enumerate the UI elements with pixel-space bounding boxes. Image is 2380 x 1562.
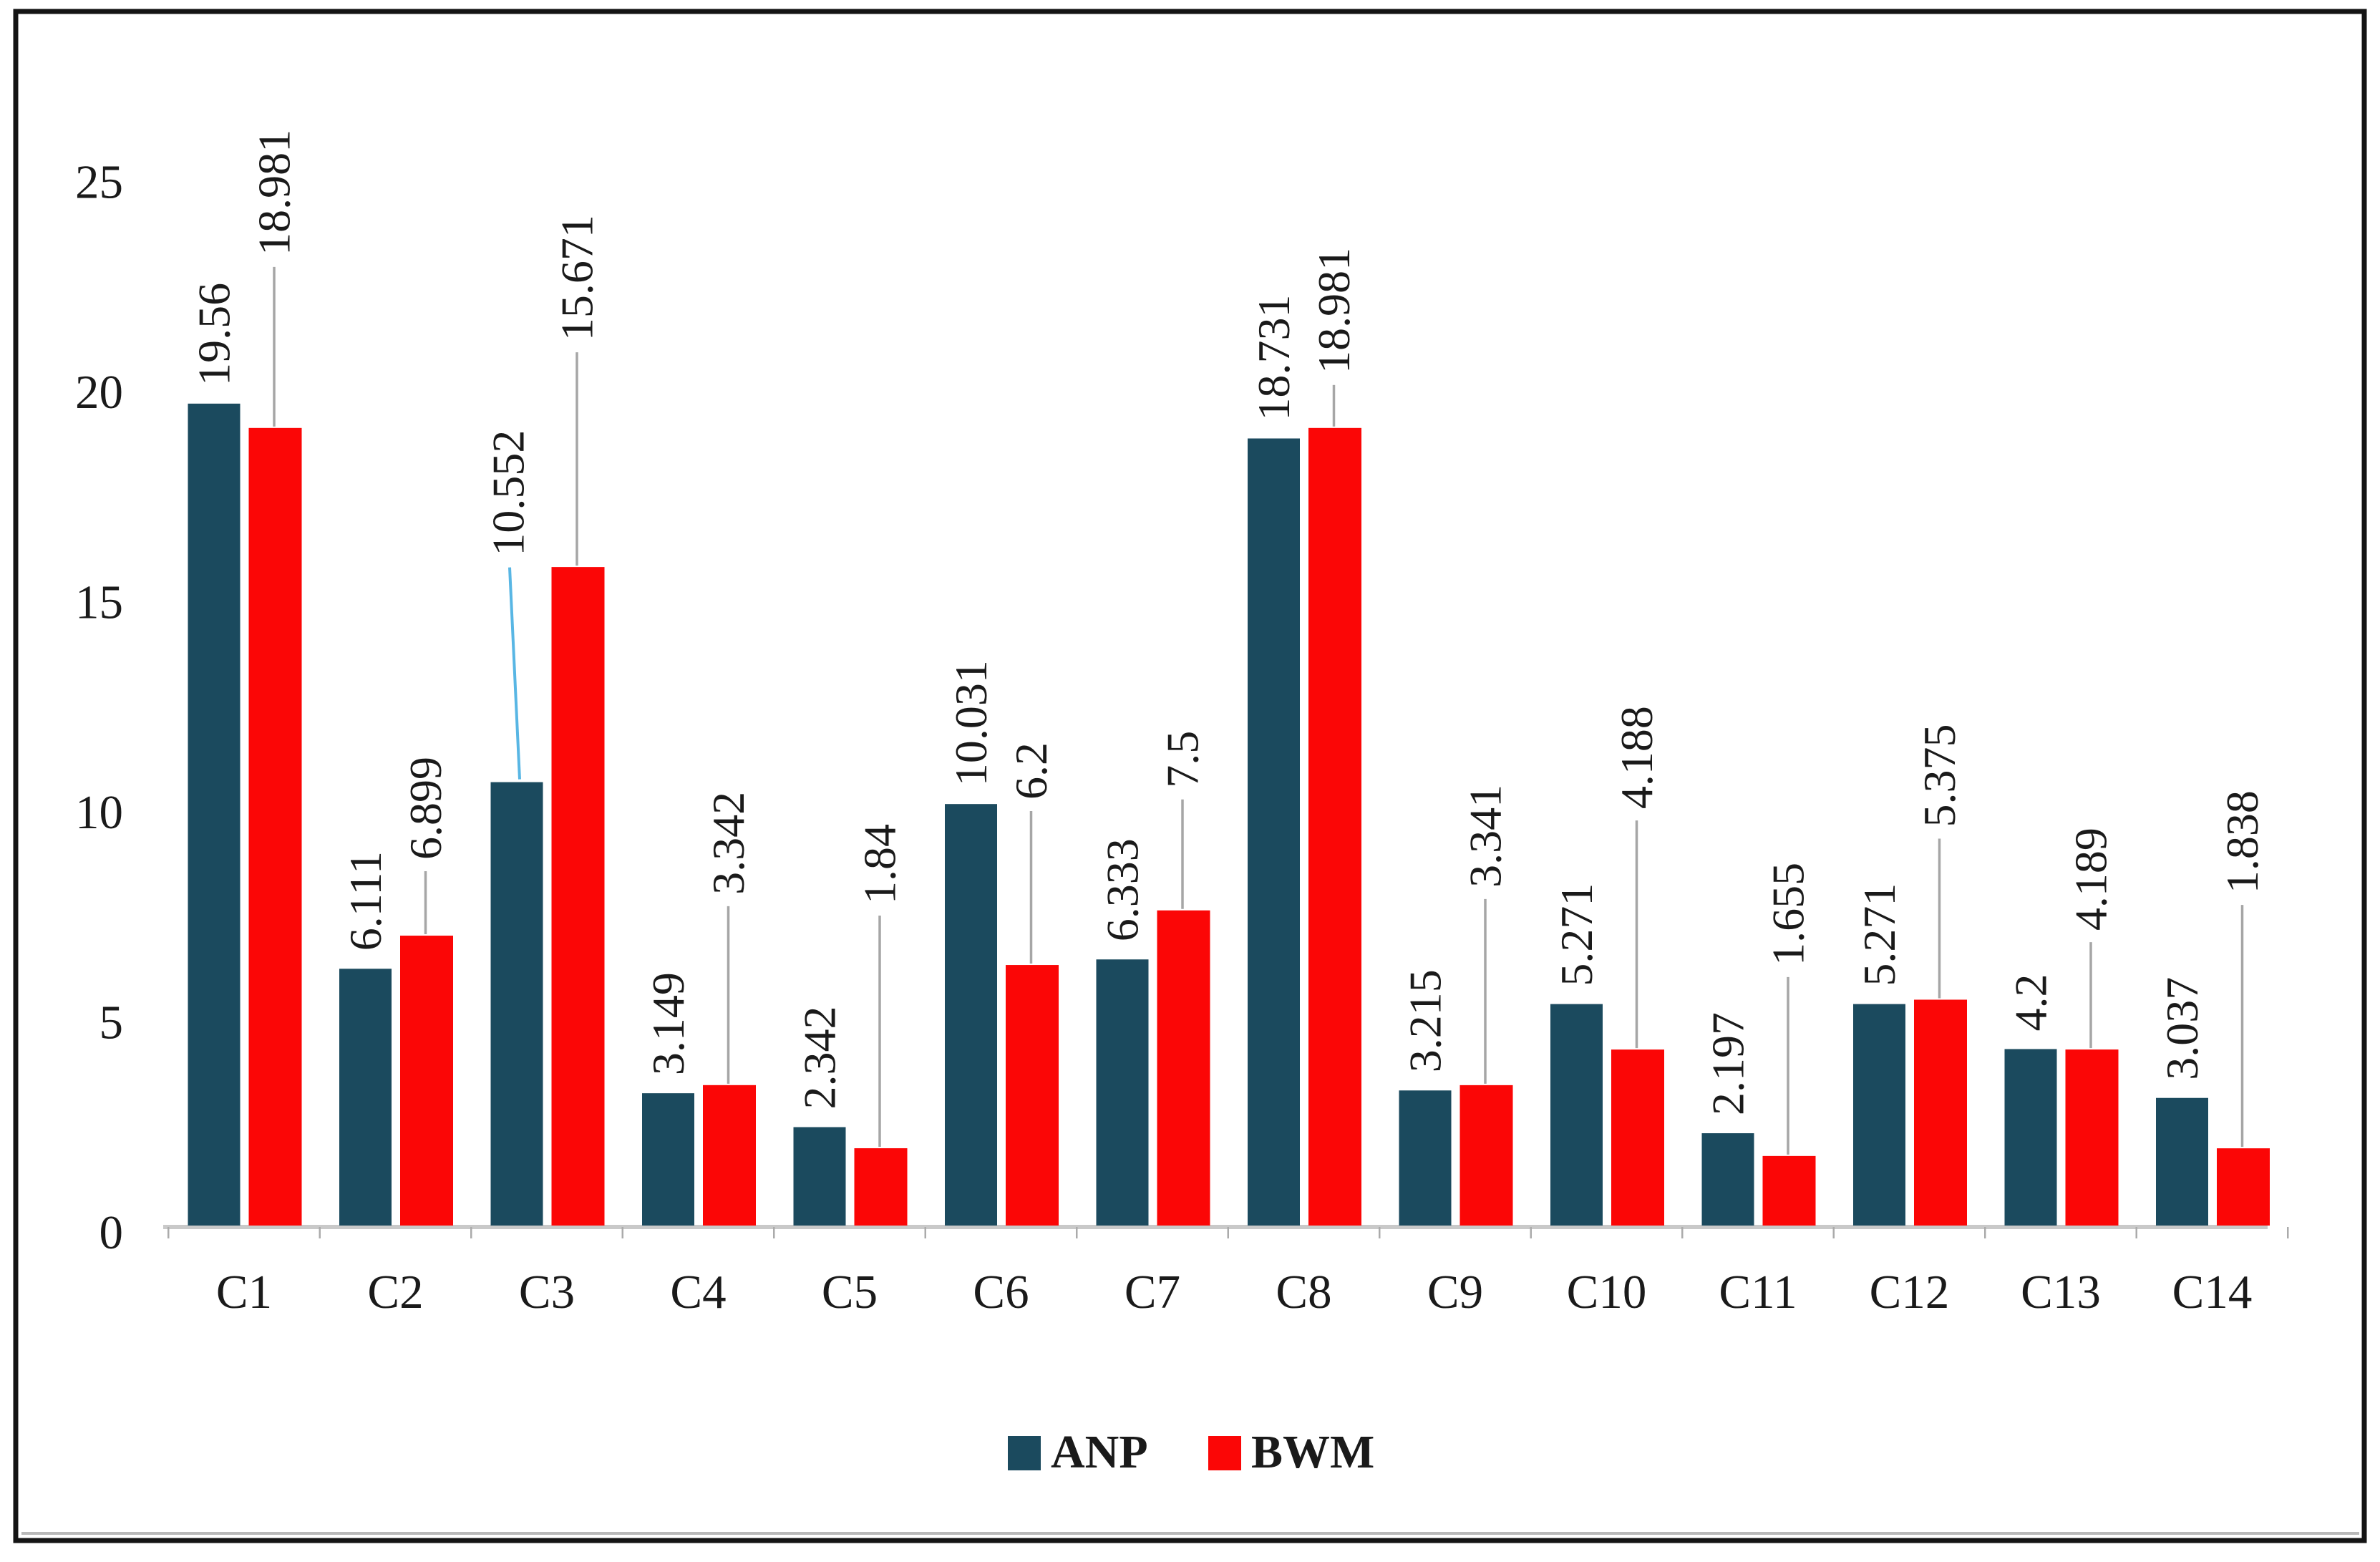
data-label-ANP-C4: 3.149 [643, 972, 694, 1075]
data-label-BWM-C13: 4.189 [2066, 828, 2117, 931]
legend-marker-ANP [1008, 1436, 1041, 1470]
x-category-label-C12: C12 [1870, 1266, 1950, 1319]
data-label-BWM-C5: 1.84 [855, 824, 905, 904]
bar-ANP-C2 [339, 969, 392, 1226]
x-category-label-C4: C4 [670, 1266, 726, 1319]
bar-ANP-C14 [2156, 1097, 2208, 1226]
data-label-BWM-C8: 18.981 [1308, 248, 1359, 374]
data-label-ANP-C6: 10.031 [946, 660, 996, 786]
data-label-BWM-C2: 6.899 [400, 757, 451, 860]
data-label-BWM-C4: 3.342 [703, 792, 754, 895]
x-category-label-C8: C8 [1276, 1266, 1331, 1319]
data-label-BWM-C10: 4.188 [1611, 706, 1662, 809]
bar-ANP-C6 [945, 804, 997, 1226]
data-label-ANP-C5: 2.342 [795, 1006, 845, 1110]
y-tick-label-10: 10 [75, 786, 123, 839]
data-label-ANP-C11: 2.197 [1703, 1012, 1754, 1115]
x-category-label-C2: C2 [367, 1266, 423, 1319]
y-tick-label-20: 20 [75, 366, 123, 419]
bar-BWM-C1 [248, 427, 302, 1226]
x-category-label-C3: C3 [519, 1266, 575, 1319]
figure-border [13, 9, 2367, 1543]
data-label-ANP-C13: 4.2 [2006, 974, 2056, 1031]
bar-ANP-C7 [1096, 959, 1149, 1226]
bar-BWM-C12 [1914, 999, 1967, 1226]
x-category-label-C9: C9 [1427, 1266, 1483, 1319]
legend-label-BWM: BWM [1251, 1426, 1374, 1478]
bar-ANP-C1 [188, 403, 241, 1226]
bar-BWM-C3 [551, 567, 605, 1226]
bar-BWM-C4 [703, 1085, 756, 1226]
data-label-BWM-C7: 7.5 [1157, 731, 1208, 788]
data-label-ANP-C14: 3.037 [2157, 977, 2207, 1080]
data-label-ANP-C9: 3.215 [1400, 969, 1451, 1072]
data-label-BWM-C12: 5.375 [1914, 724, 1965, 827]
bar-BWM-C6 [1006, 965, 1059, 1226]
legend-label-ANP: ANP [1051, 1426, 1148, 1478]
data-label-ANP-C8: 18.731 [1248, 294, 1299, 420]
x-category-label-C13: C13 [2021, 1266, 2101, 1319]
data-label-ANP-C2: 6.111 [340, 851, 391, 951]
data-label-BWM-C6: 6.2 [1006, 742, 1057, 800]
bar-ANP-C9 [1399, 1090, 1452, 1226]
y-tick-label-5: 5 [99, 996, 124, 1049]
data-label-ANP-C10: 5.271 [1551, 883, 1602, 986]
y-tick-label-0: 0 [99, 1206, 124, 1259]
bar-BWM-C11 [1762, 1155, 1816, 1226]
x-category-label-C7: C7 [1125, 1266, 1180, 1319]
x-category-label-C14: C14 [2172, 1266, 2253, 1319]
bar-ANP-C12 [1853, 1004, 1905, 1226]
data-label-BWM-C11: 1.655 [1763, 863, 1814, 966]
data-label-BWM-C14: 1.838 [2217, 790, 2268, 893]
bar-ANP-C10 [1550, 1004, 1603, 1226]
bar-ANP-C3 [490, 782, 543, 1226]
bar-ANP-C13 [2004, 1049, 2057, 1226]
bar-BWM-C13 [2065, 1049, 2119, 1226]
data-label-ANP-C3: 10.552 [483, 430, 534, 556]
bar-BWM-C2 [400, 936, 453, 1226]
y-tick-label-25: 25 [75, 156, 123, 209]
data-label-ANP-C1: 19.56 [189, 283, 240, 386]
data-label-BWM-C1: 18.981 [249, 130, 300, 256]
bar-ANP-C11 [1701, 1133, 1754, 1226]
legend-marker-BWM [1208, 1436, 1241, 1470]
x-category-label-C6: C6 [973, 1266, 1029, 1319]
bar-BWM-C9 [1459, 1085, 1513, 1226]
y-tick-label-15: 15 [75, 576, 123, 629]
data-label-BWM-C9: 3.341 [1460, 785, 1511, 888]
data-label-ANP-C7: 6.333 [1097, 838, 1148, 941]
data-label-BWM-C3: 15.671 [552, 215, 603, 341]
bar-BWM-C8 [1308, 427, 1361, 1226]
x-category-label-C1: C1 [216, 1266, 272, 1319]
bar-BWM-C14 [2217, 1148, 2270, 1226]
bar-ANP-C5 [793, 1127, 846, 1226]
data-label-ANP-C12: 5.271 [1854, 883, 1905, 986]
x-category-label-C11: C11 [1719, 1266, 1797, 1319]
bar-ANP-C4 [642, 1093, 694, 1226]
x-category-label-C10: C10 [1567, 1266, 1647, 1319]
bar-BWM-C10 [1611, 1049, 1664, 1226]
bar-BWM-C5 [854, 1148, 908, 1226]
bar-BWM-C7 [1157, 910, 1210, 1226]
leader-line-ANP-C3 [508, 567, 521, 780]
bar-ANP-C8 [1248, 438, 1300, 1226]
x-category-label-C5: C5 [822, 1266, 878, 1319]
